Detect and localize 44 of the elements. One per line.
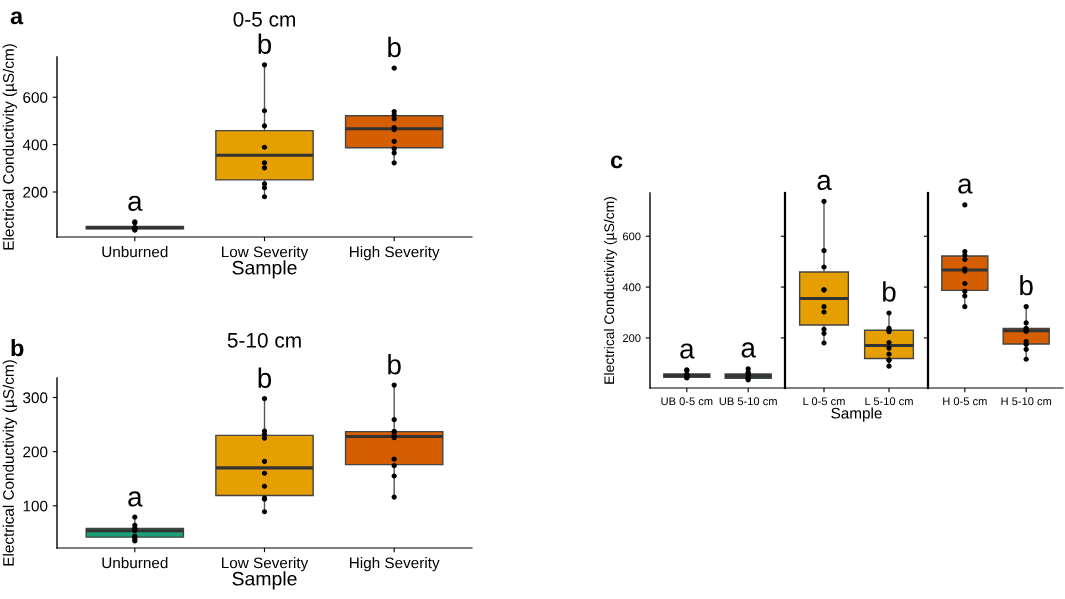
y-tick-label: 200 bbox=[23, 446, 48, 458]
annotation: a bbox=[958, 178, 973, 194]
annotation: a bbox=[128, 491, 143, 507]
y-tick-label: 400 bbox=[22, 139, 48, 151]
x-tick-label: H 0-5 cm bbox=[943, 397, 987, 406]
y-tick-label: 600 bbox=[623, 232, 641, 241]
annotation: a bbox=[741, 342, 756, 358]
y-tick-label: 200 bbox=[23, 186, 48, 198]
text: b bbox=[258, 33, 272, 54]
text: a bbox=[817, 174, 832, 191]
y-axis-title: Electrical Conductivity (µS/cm) bbox=[2, 44, 17, 250]
x-axis-title: Sample bbox=[831, 407, 882, 422]
annotation: b bbox=[388, 36, 401, 58]
y-tick-label: 300 bbox=[23, 392, 48, 404]
x-axis-title: Sample bbox=[232, 571, 297, 590]
text: c bbox=[610, 155, 623, 169]
x-tick-label: L 5-10 cm bbox=[865, 397, 913, 406]
x-tick-label: Low Severity bbox=[222, 246, 309, 261]
y-tick-label: 400 bbox=[622, 283, 641, 292]
text: b bbox=[11, 338, 24, 357]
y-axis-title: Electrical Conductivity (µS/cm) bbox=[2, 360, 17, 566]
y-tick-label: 600 bbox=[23, 92, 48, 103]
annotation: a bbox=[128, 195, 143, 211]
annotation: a bbox=[680, 343, 695, 359]
chart-title: 5-10 cm bbox=[227, 332, 301, 348]
x-tick-label: Unburned bbox=[102, 246, 168, 258]
x-tick-label: H 5-10 cm bbox=[1001, 397, 1052, 406]
y-tick-label: 100 bbox=[23, 500, 48, 512]
annotation: b bbox=[883, 281, 896, 302]
x-axis-title: Sample bbox=[232, 260, 297, 279]
x-tick-label: Unburned bbox=[102, 557, 168, 569]
x-tick-label: UB 5-10 cm bbox=[719, 397, 777, 406]
x-tick-label: L 0-5 cm bbox=[803, 397, 845, 406]
text: b bbox=[388, 354, 401, 375]
x-tick-label: Low Severity bbox=[222, 557, 309, 572]
y-tick-label: 200 bbox=[622, 334, 641, 343]
x-tick-label: High Severity bbox=[350, 557, 440, 572]
annotation: b bbox=[258, 367, 272, 388]
x-tick-label: High Severity bbox=[350, 246, 440, 261]
x-tick-label: UB 0-5 cm bbox=[661, 397, 713, 406]
text: a bbox=[10, 11, 24, 25]
annotation: b bbox=[1020, 274, 1033, 296]
chart-title: 0-5 cm bbox=[233, 11, 295, 27]
y-axis-title: Electrical Conductivity (µS/cm) bbox=[603, 197, 617, 384]
